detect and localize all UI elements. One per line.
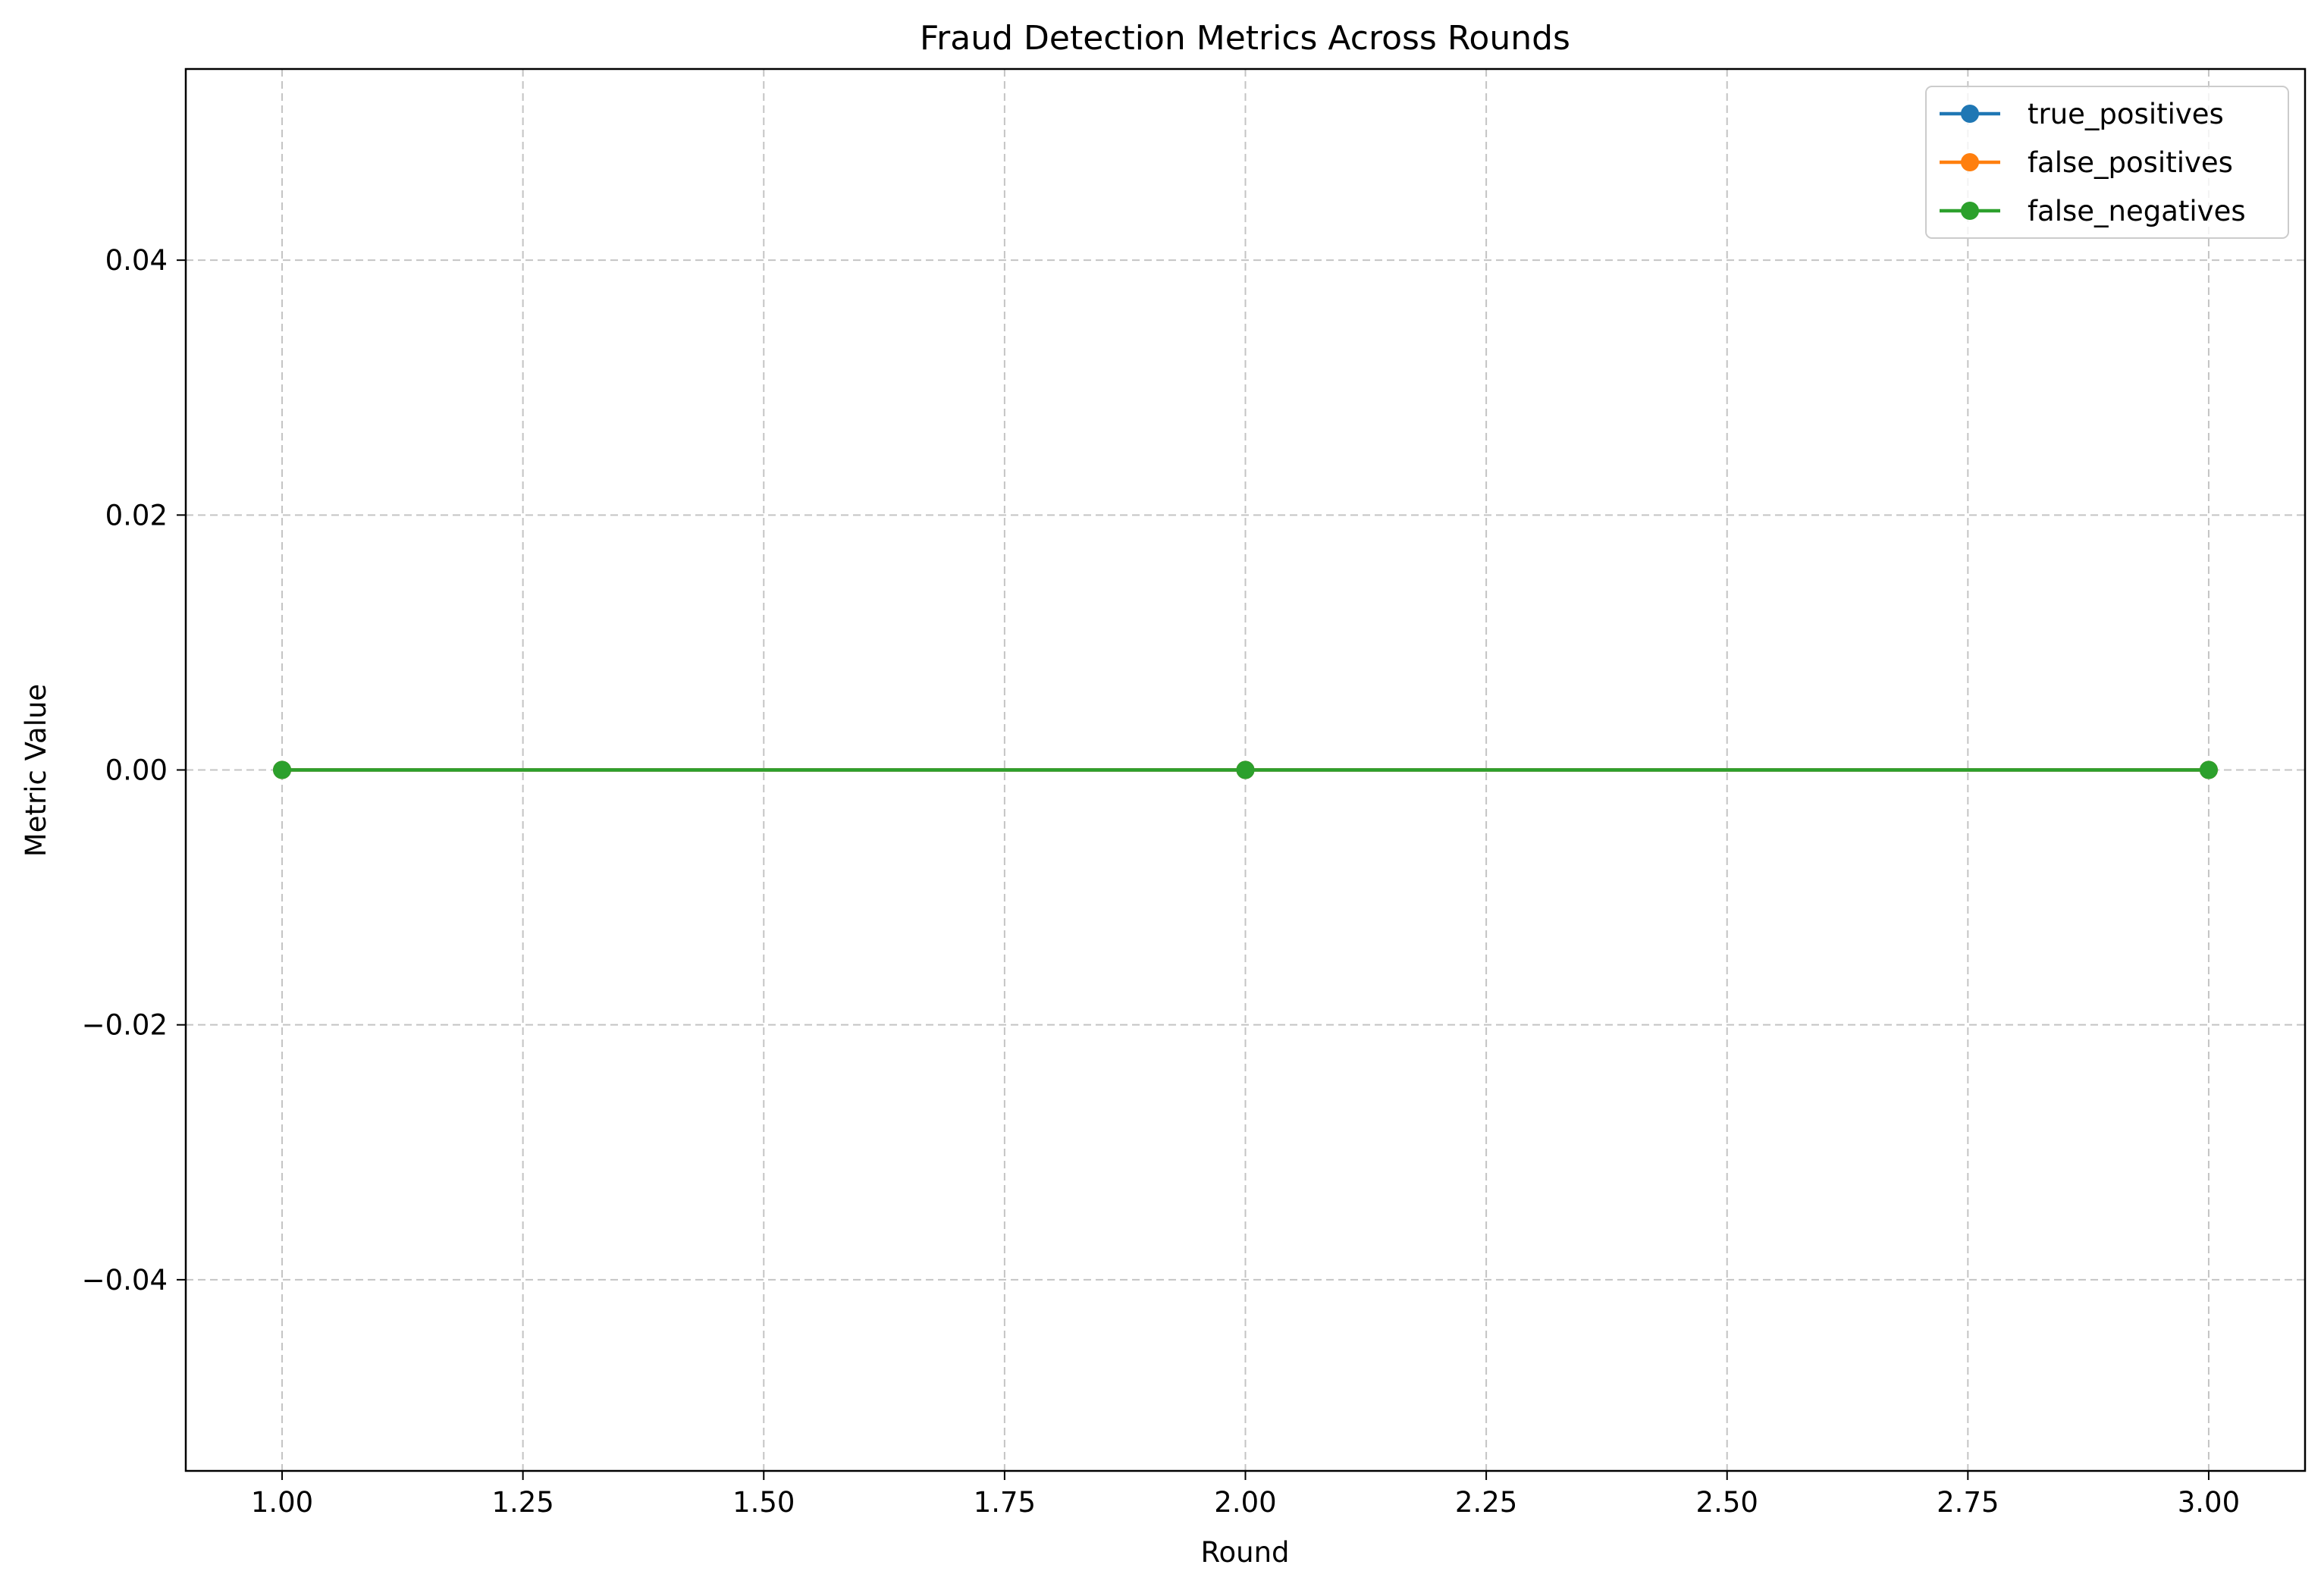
chart-title: Fraud Detection Metrics Across Rounds (920, 19, 1570, 58)
legend-label-false_negatives: false_negatives (2028, 195, 2246, 227)
legend: true_positives false_positives false_negat… (1925, 86, 2289, 239)
legend-label-false_positives: false_positives (2028, 146, 2233, 179)
x-tick-label: 2.75 (1937, 1486, 1999, 1519)
legend-label-true_positives: true_positives (2028, 98, 2224, 130)
legend-marker-false_negatives (1961, 202, 1979, 220)
x-tick-label: 1.00 (251, 1486, 313, 1519)
x-tick-label: 1.25 (491, 1486, 554, 1519)
legend-box (1925, 86, 2289, 239)
data-point-false_negatives (273, 760, 292, 779)
ticks: 1.00 1.25 1.50 1.75 2.00 2.25 2.50 2.75 3.00 −0.0… (82, 244, 2241, 1519)
y-tick-label: −0.04 (82, 1264, 168, 1297)
x-tick-label: 1.50 (732, 1486, 795, 1519)
x-tick-label: 2.50 (1696, 1486, 1758, 1519)
data-point-false_negatives (1236, 760, 1255, 779)
y-tick-label: 0.02 (105, 499, 168, 531)
y-tick-label: 0.04 (105, 244, 168, 277)
series-layer (273, 760, 2218, 779)
legend-marker-true_positives (1961, 105, 1979, 123)
y-tick-label: −0.02 (82, 1009, 168, 1042)
x-axis-label: Round (1200, 1536, 1289, 1569)
legend-marker-false_positives (1961, 153, 1979, 171)
x-tick-label: 3.00 (2178, 1486, 2240, 1519)
x-tick-label: 1.75 (974, 1486, 1036, 1519)
y-tick-label: 0.00 (105, 754, 168, 787)
y-axis-label: Metric Value (20, 684, 52, 857)
x-tick-label: 2.00 (1214, 1486, 1276, 1519)
x-tick-label: 2.25 (1455, 1486, 1517, 1519)
data-point-false_negatives (2199, 760, 2218, 779)
